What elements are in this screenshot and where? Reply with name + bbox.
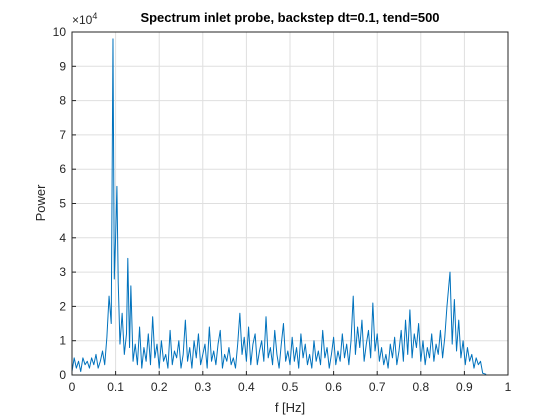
y-tick-label: 9 — [59, 59, 66, 73]
y-tick-label: 4 — [59, 231, 66, 245]
y-multiplier-exponent: 4 — [92, 11, 97, 21]
y-tick-label: 3 — [59, 265, 66, 279]
x-tick-label: 0.3 — [194, 380, 211, 394]
x-tick-label: 0.5 — [282, 380, 299, 394]
y-tick-label: 7 — [59, 128, 66, 142]
y-multiplier-base: ×10 — [72, 13, 93, 27]
axes-box — [71, 31, 509, 376]
x-tick-label: 0.9 — [456, 380, 473, 394]
y-tick-label: 6 — [59, 162, 66, 176]
y-tick-label: 1 — [59, 334, 66, 348]
y-tick-label: 0 — [59, 368, 66, 382]
x-axis-label: f [Hz] — [275, 400, 305, 415]
x-tick-label: 0.1 — [107, 380, 124, 394]
y-tick-label: 10 — [53, 25, 67, 39]
x-tick-label: 0.6 — [325, 380, 342, 394]
x-tick-label: 0.8 — [412, 380, 429, 394]
y-tick-label: 5 — [59, 197, 66, 211]
x-tick-label: 0.4 — [238, 380, 255, 394]
y-axis-label: Power — [33, 184, 48, 222]
chart-title: Spectrum inlet probe, backstep dt=0.1, t… — [140, 10, 439, 25]
x-tick-label: 0.7 — [369, 380, 386, 394]
spectrum-line — [71, 38, 487, 375]
x-tick-label: 1 — [505, 380, 512, 394]
y-tick-label: 2 — [59, 299, 66, 313]
x-tick-label: 0 — [69, 380, 76, 394]
y-tick-label: 8 — [59, 94, 66, 108]
x-tick-label: 0.2 — [151, 380, 168, 394]
y-multiplier: ×104 — [72, 11, 97, 27]
